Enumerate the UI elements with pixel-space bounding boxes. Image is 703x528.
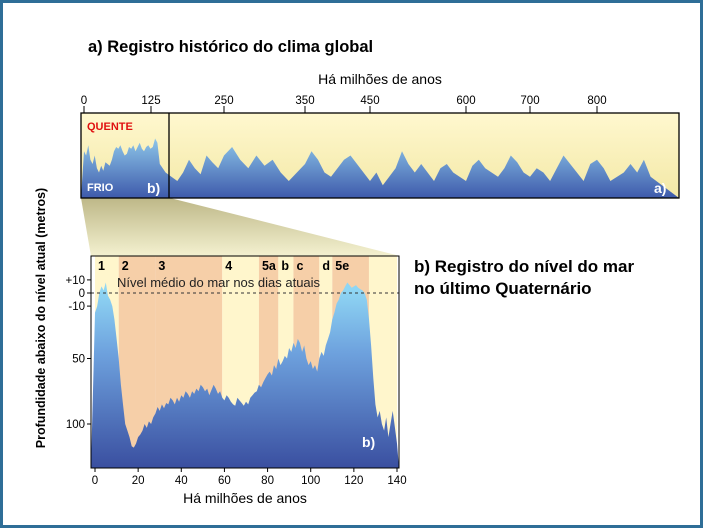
stage-label: 3 <box>158 259 165 273</box>
panel-b-x-ticks: 0 20 40 60 80 100 120 140 <box>92 468 407 487</box>
panel-a-ticks: 0 125 250 350 450 600 700 800 <box>81 95 607 113</box>
panel-b-title-line1: b) Registro do nível do mar <box>414 257 634 276</box>
y-tick-label: -10 <box>68 301 85 313</box>
x-tick-label: 80 <box>261 475 274 487</box>
stage-label: b <box>281 259 289 273</box>
stage-label: 5e <box>335 259 349 273</box>
panel-a-inset-tag: b) <box>147 180 160 196</box>
panel-a-plot: QUENTE FRIO b) a) <box>81 113 679 198</box>
panel-b-y-axis-label: Profundidade abaixo do nível atual (metr… <box>34 188 48 448</box>
x-tick-label: 60 <box>218 475 231 487</box>
panel-a-tick-label: 450 <box>360 95 379 107</box>
panel-a-tag: a) <box>654 180 666 196</box>
zoom-connector <box>81 198 400 256</box>
panel-a-title: a) Registro histórico do clima global <box>88 38 373 56</box>
stage-label: 4 <box>225 259 232 273</box>
label-quente: QUENTE <box>87 121 133 133</box>
x-tick-label: 140 <box>387 475 406 487</box>
panel-a-tick-label: 700 <box>520 95 539 107</box>
panel-b-title-line2: no último Quaternário <box>414 279 592 298</box>
panel-b-y-ticks: +100-10 50 100 <box>65 275 91 431</box>
stage-label: c <box>296 259 303 273</box>
panel-a-tick-label: 600 <box>456 95 475 107</box>
y-tick-label: 50 <box>72 354 85 366</box>
y-tick-label: 0 <box>79 288 85 300</box>
panel-a-tick-label: 0 <box>81 95 87 107</box>
panel-b-tag: b) <box>362 434 375 450</box>
x-tick-label: 100 <box>301 475 320 487</box>
panel-a-tick-label: 350 <box>295 95 314 107</box>
y-tick-label: 100 <box>66 419 85 431</box>
x-tick-label: 0 <box>92 475 98 487</box>
panel-b-plot: Nível médio do mar nos dias atuais 1 2 3 4 5… <box>91 256 399 468</box>
x-tick-label: 20 <box>132 475 145 487</box>
y-tick-label: +10 <box>65 275 85 287</box>
stage-label: 2 <box>122 259 129 273</box>
stage-label: 1 <box>98 259 105 273</box>
reference-label: Nível médio do mar nos dias atuais <box>117 275 321 290</box>
stage-label: d <box>322 259 330 273</box>
label-frio: FRIO <box>87 182 114 194</box>
stage-label: 5a <box>262 259 277 273</box>
panel-a-axis-label: Há milhões de anos <box>318 71 442 87</box>
x-tick-label: 40 <box>175 475 188 487</box>
panel-a-tick-label: 250 <box>214 95 233 107</box>
x-tick-label: 120 <box>344 475 363 487</box>
panel-b-x-axis-label: Há milhões de anos <box>183 490 307 506</box>
panel-a-tick-label: 125 <box>141 95 160 107</box>
panel-a-tick-label: 800 <box>587 95 606 107</box>
